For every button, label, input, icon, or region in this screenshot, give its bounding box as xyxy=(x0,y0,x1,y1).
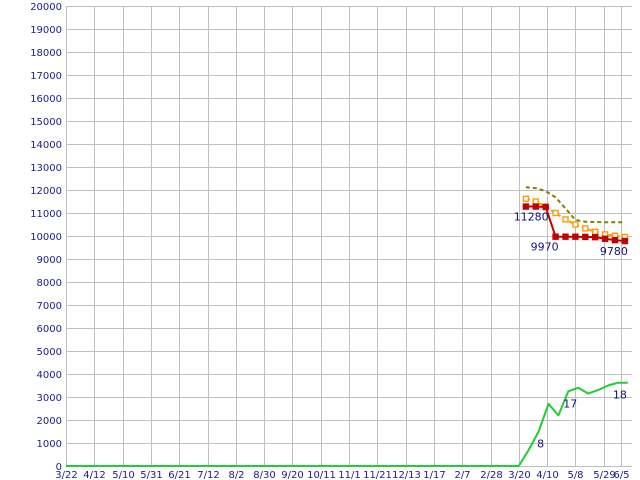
data-point-marker xyxy=(532,198,539,205)
x-axis-tick-label: 11/1 xyxy=(338,470,360,480)
x-axis-tick-label: 12/13 xyxy=(392,470,421,480)
y-axis-tick-label: 3000 xyxy=(37,393,62,404)
y-axis-tick-labels: 0 1000 2000 3000 4000 5000 6000 7000 8000 9000 100… xyxy=(30,2,62,473)
data-point-label: 8 xyxy=(537,438,544,451)
data-point-marker xyxy=(522,203,530,210)
x-axis-tick-label: 11/21 xyxy=(363,470,392,480)
y-axis-tick-label: 0 xyxy=(56,462,62,473)
data-point-marker xyxy=(552,233,559,240)
y-axis-tick-label: 1000 xyxy=(37,439,62,450)
y-axis-tick-label: 2000 xyxy=(37,416,62,427)
data-point-labels: 11280 9970 9780 8 17 18 xyxy=(514,211,628,451)
data-point-marker xyxy=(582,225,589,232)
y-axis-tick-label: 11000 xyxy=(30,209,62,220)
x-axis-tick-label: 5/10 xyxy=(112,470,134,480)
y-axis-tick-label: 20000 xyxy=(30,2,62,13)
data-point-marker xyxy=(582,233,589,241)
data-point-marker xyxy=(621,237,629,245)
x-axis-tick-label: 8/30 xyxy=(253,470,275,480)
y-axis-tick-label: 7000 xyxy=(37,301,62,312)
series-line-olive-dashed-upper xyxy=(525,186,625,224)
data-point-label: 9780 xyxy=(600,245,628,258)
data-point-marker xyxy=(552,209,559,217)
data-point-marker xyxy=(562,233,569,240)
x-axis-tick-label: 7/12 xyxy=(197,470,219,480)
x-axis-tick-label: 6/5 xyxy=(613,470,629,480)
x-axis-tick-label: 4/10 xyxy=(536,470,558,480)
y-axis-tick-label: 17000 xyxy=(30,71,62,82)
series-line-green-solid xyxy=(66,381,628,467)
data-point-label: 18 xyxy=(613,389,627,402)
y-axis-tick-label: 16000 xyxy=(30,94,62,105)
data-point-marker xyxy=(611,236,619,244)
y-axis-tick-label: 19000 xyxy=(30,25,62,36)
x-axis-tick-label: 4/12 xyxy=(83,470,105,480)
data-point-marker xyxy=(601,235,609,242)
grid-layer xyxy=(66,6,632,467)
y-axis-tick-label: 18000 xyxy=(30,48,62,59)
y-axis-tick-label: 14000 xyxy=(30,140,62,151)
y-axis-tick-label: 15000 xyxy=(30,117,62,128)
x-axis-tick-label: 5/29 xyxy=(593,470,615,480)
x-axis-tick-label: 10/11 xyxy=(307,470,336,480)
x-axis-tick-labels: 3/22 4/12 5/10 5/31 6/21 7/12 8/2 8/30 9/20 10/11… xyxy=(55,470,629,480)
x-axis-tick-label: 9/20 xyxy=(281,470,303,480)
y-axis-tick-label: 13000 xyxy=(30,163,62,174)
data-point-marker xyxy=(562,216,569,223)
y-axis-tick-label: 9000 xyxy=(37,255,62,266)
data-point-marker xyxy=(572,233,579,240)
y-axis-tick-label: 8000 xyxy=(37,278,62,289)
data-point-marker xyxy=(572,221,579,228)
data-point-marker xyxy=(532,203,539,210)
x-axis-tick-label: 2/28 xyxy=(480,470,502,480)
data-point-marker xyxy=(542,203,549,211)
x-axis-tick-label: 5/8 xyxy=(567,470,583,480)
x-axis-tick-label: 5/31 xyxy=(140,470,162,480)
data-point-marker xyxy=(592,228,599,236)
y-axis-tick-label: 10000 xyxy=(30,232,62,243)
series-layer xyxy=(66,186,628,467)
y-axis-tick-label: 4000 xyxy=(37,370,62,381)
x-axis-tick-label: 2/7 xyxy=(454,470,470,480)
marker-layer xyxy=(522,195,629,245)
data-point-marker xyxy=(522,195,530,202)
y-axis-tick-label: 5000 xyxy=(37,347,62,358)
data-point-label: 9970 xyxy=(531,241,559,254)
x-axis-tick-label: 3/20 xyxy=(508,470,530,480)
x-axis-tick-label: 8/2 xyxy=(228,470,244,480)
x-axis-tick-label: 6/21 xyxy=(168,470,190,480)
x-axis-tick-label: 1/17 xyxy=(423,470,445,480)
y-axis-tick-label: 12000 xyxy=(30,186,62,197)
data-point-marker xyxy=(592,233,599,241)
y-axis-tick-label: 6000 xyxy=(37,324,62,335)
x-axis-tick-label: 3/22 xyxy=(55,470,77,480)
data-point-label: 11280 xyxy=(514,211,549,224)
data-point-label: 17 xyxy=(563,397,577,410)
